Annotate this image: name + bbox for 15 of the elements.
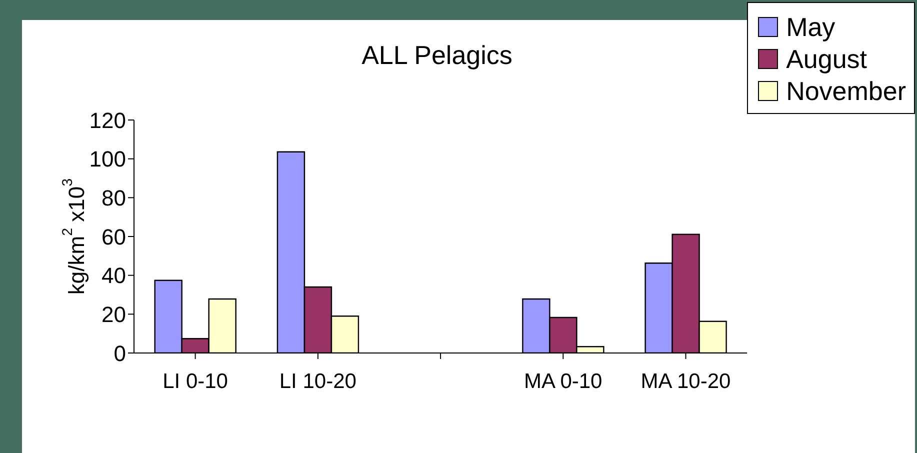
x-tick-label: MA 10-20 <box>640 370 731 393</box>
legend-label: November <box>786 76 906 106</box>
y-tick-label: 80 <box>102 185 126 210</box>
x-tick-label: LI 10-20 <box>279 370 356 393</box>
legend-label: May <box>786 12 836 42</box>
x-tick-label: LI 0-10 <box>162 370 228 393</box>
legend-label: August <box>786 44 868 74</box>
y-tick-label: 100 <box>89 146 126 172</box>
chart-title: ALL Pelagics <box>360 40 514 71</box>
y-tick-label: 0 <box>114 340 126 366</box>
x-tick-label: MA 0-10 <box>524 370 602 393</box>
y-tick-label: 20 <box>102 302 126 327</box>
y-tick-label: 60 <box>102 224 126 250</box>
y-tick-label: 120 <box>89 108 126 133</box>
y-tick-label: 40 <box>102 263 126 288</box>
